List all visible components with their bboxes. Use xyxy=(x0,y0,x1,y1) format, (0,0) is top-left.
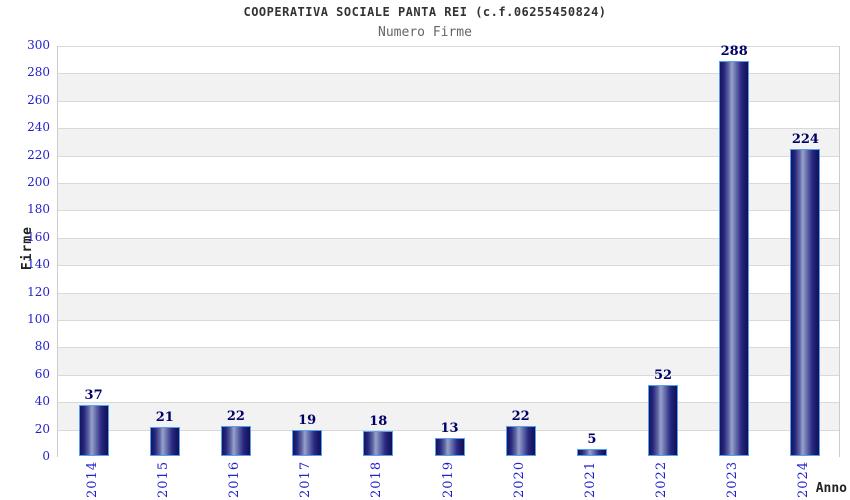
y-tick-label: 120 xyxy=(27,284,50,299)
x-tick-label: 2019 xyxy=(440,460,456,498)
grid-band xyxy=(58,210,839,238)
y-tick-label: 60 xyxy=(34,366,50,381)
bar xyxy=(363,431,394,456)
bar-value-label: 22 xyxy=(511,408,530,424)
y-tick-label: 0 xyxy=(42,449,50,463)
y-tick-label: 240 xyxy=(27,120,50,135)
x-tick-label: 2017 xyxy=(298,460,314,498)
grid-band xyxy=(58,374,839,403)
x-tick-label: 2015 xyxy=(155,460,171,498)
y-tick-label: 40 xyxy=(34,394,50,409)
bar xyxy=(292,429,323,456)
bar-value-label: 13 xyxy=(440,421,459,437)
y-tick-label: 20 xyxy=(34,421,50,436)
x-tick-label: 2022 xyxy=(654,460,670,498)
y-tick-label: 300 xyxy=(27,38,50,52)
bar-value-label: 22 xyxy=(226,408,245,424)
x-tick-label: 2014 xyxy=(84,460,100,498)
grid-band xyxy=(58,128,839,156)
grid-band xyxy=(58,46,839,74)
y-tick-label: 260 xyxy=(27,92,50,107)
grid-band xyxy=(58,402,839,430)
bar-value-label: 21 xyxy=(155,410,174,426)
y-tick-label: 220 xyxy=(27,147,50,162)
bar-value-label: 288 xyxy=(720,44,748,60)
bar xyxy=(505,425,536,456)
grid-band xyxy=(58,292,839,320)
bar xyxy=(719,61,750,456)
bar xyxy=(149,427,180,456)
bar-value-label: 18 xyxy=(369,414,388,430)
bar xyxy=(220,425,251,456)
bar-value-label: 52 xyxy=(653,367,673,383)
chart-subtitle: Numero Firme xyxy=(378,25,472,40)
y-tick-label: 280 xyxy=(27,65,50,80)
bar xyxy=(576,449,607,456)
bar xyxy=(790,149,821,456)
y-tick-label: 80 xyxy=(34,339,50,354)
grid-band xyxy=(58,155,839,183)
y-tick-label: 180 xyxy=(27,202,50,217)
bar-value-label: 37 xyxy=(84,388,103,404)
grid-band xyxy=(58,237,839,266)
grid-band xyxy=(58,73,839,101)
x-tick-label: 2020 xyxy=(511,460,527,498)
bar-value-label: 5 xyxy=(587,432,597,448)
x-axis-label: Anno xyxy=(815,481,847,496)
x-tick-label: 2018 xyxy=(369,460,385,498)
bar-value-label: 19 xyxy=(298,412,317,428)
x-tick-label: 2021 xyxy=(582,460,598,498)
bar xyxy=(434,438,465,456)
y-tick-label: 200 xyxy=(27,175,50,189)
grid-band xyxy=(58,183,839,211)
grid-band xyxy=(58,320,839,348)
y-tick-label: 140 xyxy=(27,257,50,272)
chart-title: COOPERATIVA SOCIALE PANTA REI (c.f.06255… xyxy=(243,5,607,19)
y-tick-label: 160 xyxy=(27,229,50,244)
grid-band xyxy=(58,347,839,375)
grid-band xyxy=(58,265,839,293)
grid-band xyxy=(58,100,839,129)
bar-value-label: 224 xyxy=(791,132,819,148)
x-tick-label: 2023 xyxy=(725,460,741,498)
x-tick-label: 2024 xyxy=(796,460,812,498)
bar xyxy=(78,405,109,456)
x-tick-label: 2016 xyxy=(226,460,242,498)
plot-area: 37 21 22 19 18 13 22 5 52 288 224 xyxy=(57,44,840,457)
bar xyxy=(648,384,679,456)
y-tick-label: 100 xyxy=(27,312,50,326)
